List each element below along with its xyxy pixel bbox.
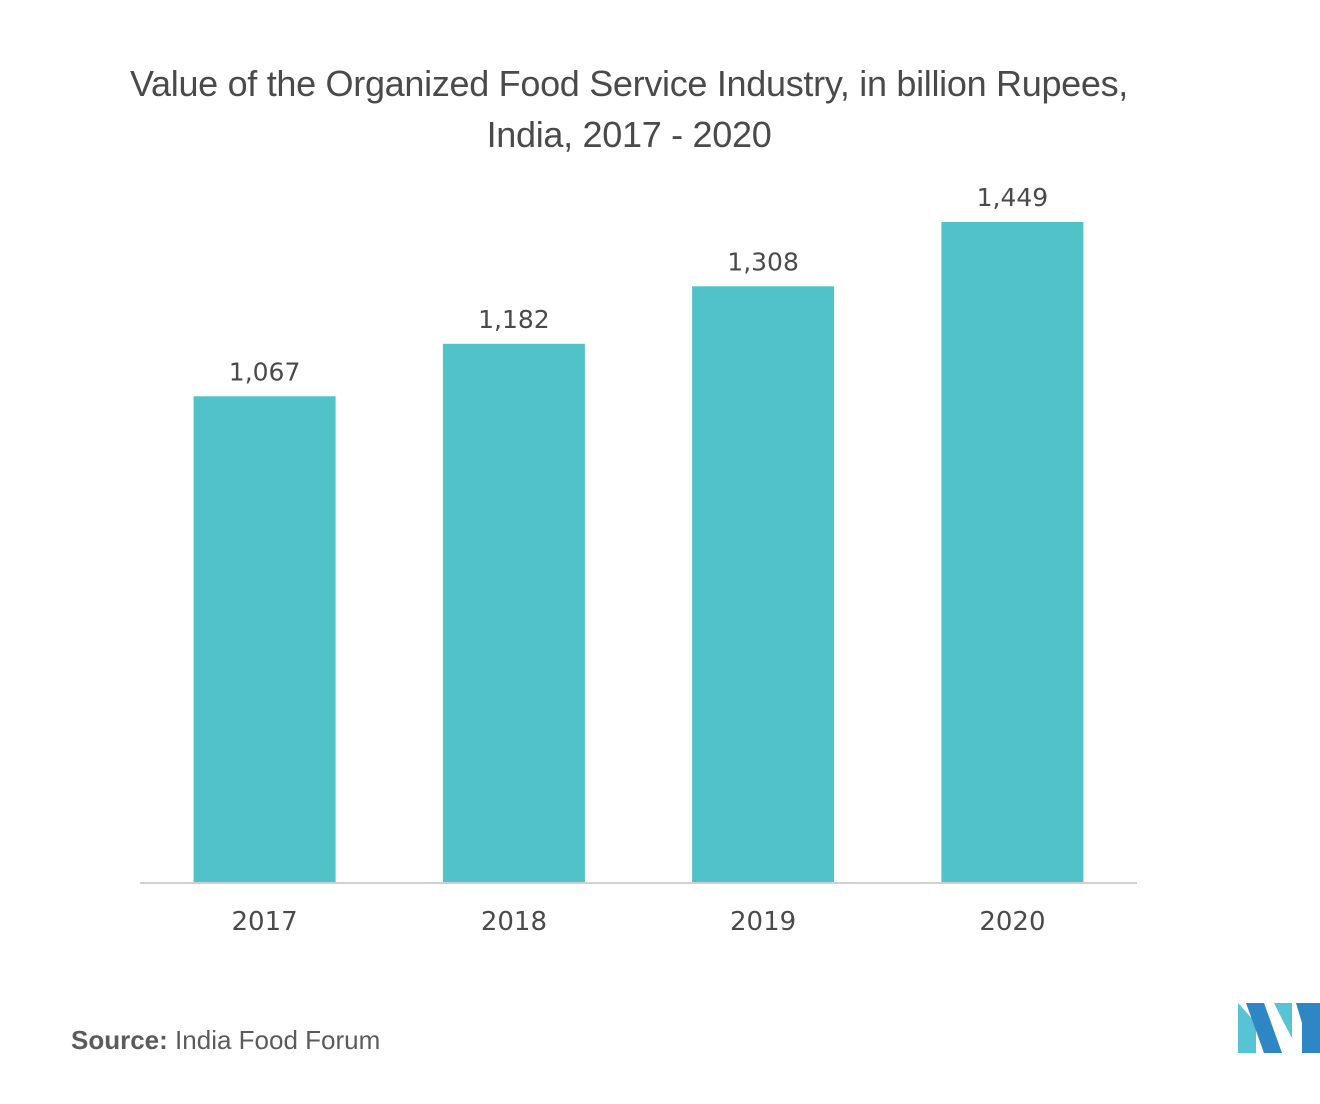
bar-chart: 1,067 1,182 1,308 1,449 2017 2018 2019 2020 xyxy=(140,183,1137,937)
bar-2020 xyxy=(941,222,1084,883)
logo-shape-3 xyxy=(1274,1003,1292,1038)
source-note: Source: India Food Forum xyxy=(71,1025,380,1056)
x-tick-label-2019: 2019 xyxy=(730,907,796,937)
bars-group xyxy=(193,222,1084,883)
data-label-2019: 1,308 xyxy=(727,247,799,276)
logo-shape-4 xyxy=(1296,1003,1320,1053)
source-text: India Food Forum xyxy=(175,1025,381,1055)
x-tick-label-2017: 2017 xyxy=(232,907,298,937)
mordor-intelligence-logo-icon xyxy=(1238,1003,1320,1053)
data-label-2017: 1,067 xyxy=(229,357,301,386)
logo-shape-1 xyxy=(1238,1003,1256,1053)
chart-title: Value of the Organized Food Service Indu… xyxy=(129,63,1129,155)
data-label-2018: 1,182 xyxy=(478,305,550,334)
bar-2017 xyxy=(193,396,336,883)
logo-shape-2 xyxy=(1246,1003,1282,1053)
x-tick-label-2020: 2020 xyxy=(979,907,1045,937)
x-tick-labels-group: 2017 2018 2019 2020 xyxy=(232,907,1046,937)
data-label-2020: 1,449 xyxy=(977,183,1049,212)
source-label: Source: xyxy=(71,1025,168,1055)
x-tick-label-2018: 2018 xyxy=(481,907,547,937)
bar-2018 xyxy=(442,343,585,883)
value-labels-group: 1,067 1,182 1,308 1,449 xyxy=(229,183,1048,386)
bar-2019 xyxy=(692,286,835,883)
